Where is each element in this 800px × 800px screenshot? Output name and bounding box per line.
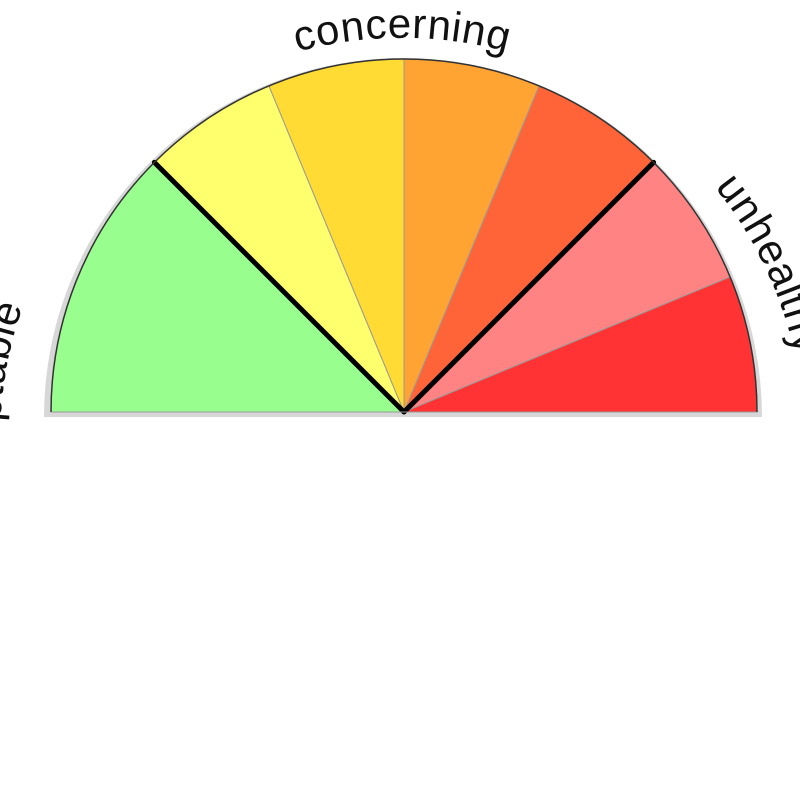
- zone-divider-2: [401, 159, 657, 415]
- gauge-outline: [50, 58, 758, 413]
- zone-divider-1: [151, 159, 407, 415]
- zone-label-acceptable: Acceptable: [0, 0, 31, 422]
- gauge-segments: [50, 58, 758, 413]
- concerning-label-text: concerning: [288, 0, 515, 60]
- zone-dividers: [51, 159, 757, 415]
- zone-label-concerning: concerning: [288, 0, 515, 60]
- acceptable-label-text: Acceptable: [0, 0, 31, 422]
